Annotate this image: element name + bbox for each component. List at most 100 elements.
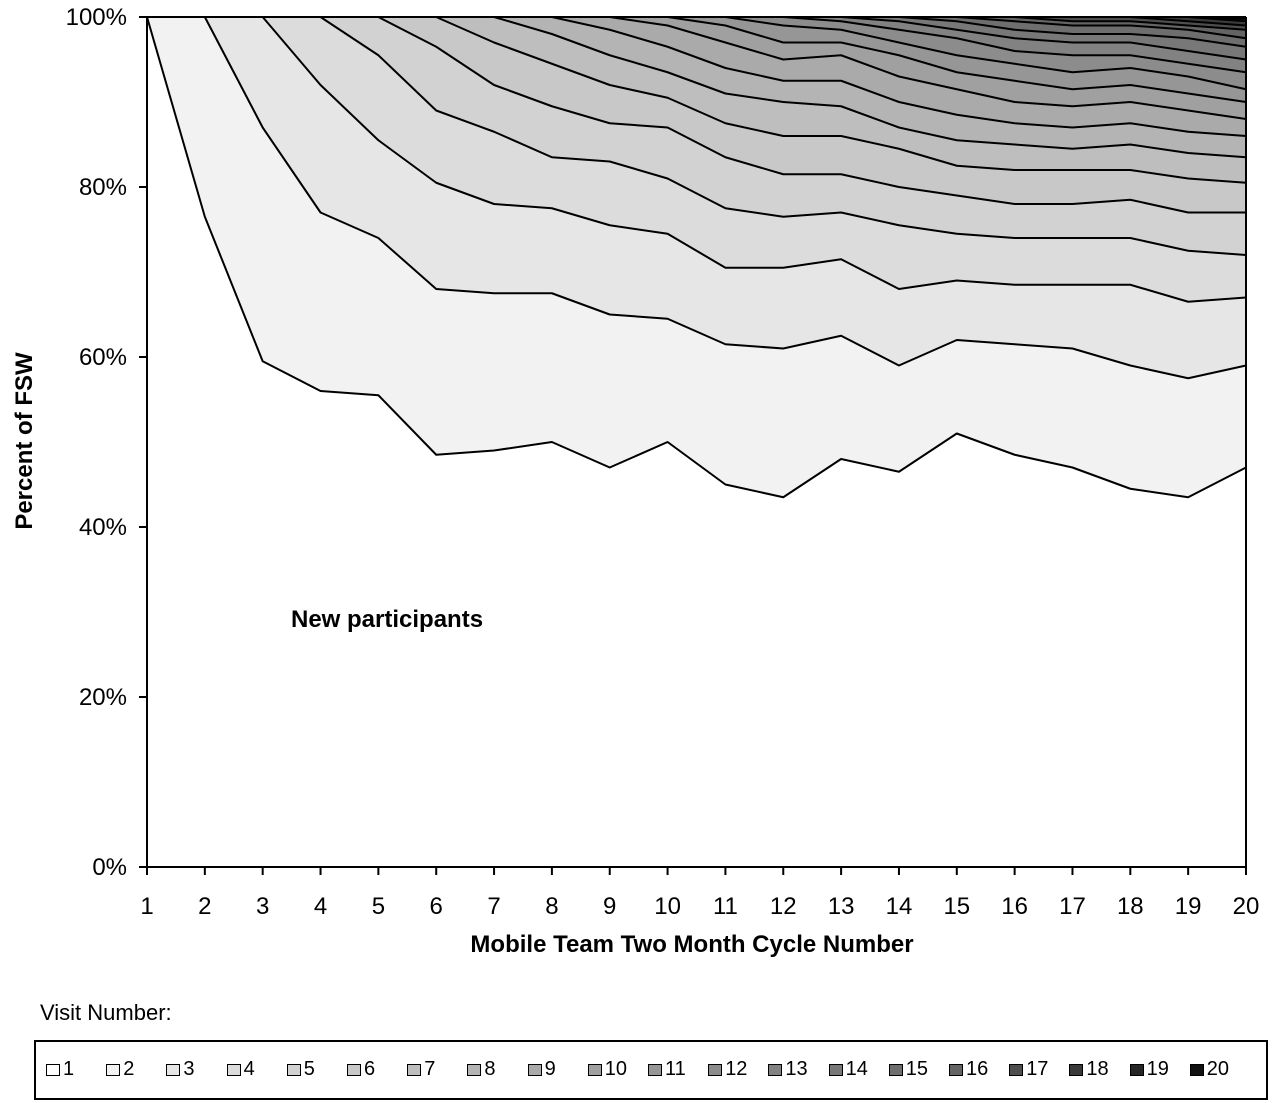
x-tick-label: 3 xyxy=(256,893,269,920)
legend-swatch xyxy=(226,1063,241,1076)
y-tick-label: 40% xyxy=(79,514,127,541)
legend-item-13: 13 xyxy=(768,1058,808,1081)
legend-swatch xyxy=(286,1063,301,1076)
legend-swatch xyxy=(467,1063,482,1076)
y-tick-label: 80% xyxy=(79,174,127,201)
x-axis-label: Mobile Team Two Month Cycle Number xyxy=(470,931,913,958)
area-visit-13 xyxy=(147,17,1246,73)
legend-item-4: 4 xyxy=(226,1058,255,1081)
x-tick-label: 8 xyxy=(545,893,558,920)
area-visit-5 xyxy=(147,17,1246,255)
legend-label: 14 xyxy=(845,1058,868,1080)
legend-label: 3 xyxy=(183,1058,195,1080)
legend-label: 2 xyxy=(123,1058,135,1080)
legend-swatch xyxy=(166,1063,181,1076)
axes: 0%20%40%60%80%100%1 2 3 4 5 6 7 8 9 10 11 12 13 14 15 1… xyxy=(66,4,1260,920)
legend-swatch xyxy=(828,1063,843,1076)
legend: 1 2 3 4 5 6 7 8 9 10 11 12 13 14 15 16 17 18 19 20 xyxy=(34,1040,1268,1100)
area-layers xyxy=(147,17,1246,867)
legend-label: 5 xyxy=(303,1058,315,1080)
legend-swatch xyxy=(768,1063,783,1076)
legend-item-5: 5 xyxy=(286,1058,315,1081)
legend-item-1: 1 xyxy=(46,1058,74,1081)
boundary-line-4 xyxy=(147,16,1247,256)
legend-label: 13 xyxy=(785,1058,808,1080)
legend-item-11: 11 xyxy=(648,1058,686,1081)
legend-label: 16 xyxy=(966,1058,989,1080)
new-participants-annotation: New participants xyxy=(291,606,483,633)
x-tick-label: 16 xyxy=(1001,893,1028,920)
legend-label: 17 xyxy=(1026,1058,1049,1080)
legend-swatch xyxy=(949,1063,963,1076)
legend-swatch xyxy=(347,1063,361,1076)
legend-item-8: 8 xyxy=(467,1058,496,1081)
area-visit-9 xyxy=(147,17,1246,136)
legend-item-9: 9 xyxy=(527,1058,556,1081)
legend-swatch xyxy=(46,1063,60,1076)
legend-item-19: 19 xyxy=(1129,1058,1169,1081)
legend-label: 7 xyxy=(424,1058,436,1080)
legend-label: 20 xyxy=(1206,1058,1230,1080)
legend-item-16: 16 xyxy=(949,1058,988,1081)
legend-swatch xyxy=(1189,1063,1204,1076)
legend-swatch xyxy=(708,1063,723,1076)
legend-item-12: 12 xyxy=(708,1058,747,1081)
legend-swatch xyxy=(106,1063,121,1076)
legend-item-10: 10 xyxy=(587,1058,628,1081)
legend-item-6: 6 xyxy=(347,1058,375,1081)
legend-item-15: 15 xyxy=(888,1058,929,1081)
legend-label: 8 xyxy=(484,1058,496,1080)
x-tick-label: 2 xyxy=(198,893,211,920)
area-visit-12 xyxy=(147,17,1246,90)
legend-item-20: 20 xyxy=(1189,1058,1230,1081)
x-tick-label: 17 xyxy=(1059,893,1086,920)
legend-item-7: 7 xyxy=(407,1058,435,1081)
y-tick-label: 100% xyxy=(66,4,127,31)
area-visit-6 xyxy=(147,17,1246,213)
area-visit-4 xyxy=(147,17,1246,302)
boundary-line-2 xyxy=(147,16,1247,380)
boundary-line-3 xyxy=(147,16,1247,303)
legend-swatch xyxy=(527,1063,542,1076)
area-visit-1 xyxy=(147,17,1246,867)
legend-swatch xyxy=(888,1063,903,1076)
legend-label: 19 xyxy=(1146,1058,1169,1080)
stacked-area-chart: 0%20%40%60%80%100%1 2 3 4 5 6 7 8 9 10 11 12 13 14 15 1… xyxy=(11,4,1260,958)
x-tick-label: 18 xyxy=(1117,893,1144,920)
x-tick-label: 6 xyxy=(430,893,443,920)
y-tick-label: 0% xyxy=(92,854,127,881)
legend-item-14: 14 xyxy=(828,1058,868,1081)
legend-label: 6 xyxy=(364,1058,376,1080)
legend-item-3: 3 xyxy=(166,1058,195,1081)
legend-swatch xyxy=(407,1063,422,1076)
y-tick-label: 60% xyxy=(79,344,127,371)
x-tick-label: 5 xyxy=(372,893,385,920)
legend-swatch xyxy=(1069,1063,1084,1076)
area-visit-14 xyxy=(147,17,1246,60)
x-tick-label: 19 xyxy=(1175,893,1202,920)
area-visit-2 xyxy=(147,17,1246,498)
x-tick-label: 10 xyxy=(654,893,681,920)
x-tick-label: 15 xyxy=(943,893,970,920)
x-tick-label: 7 xyxy=(487,893,500,920)
legend-swatch xyxy=(1009,1063,1024,1076)
legend-swatch xyxy=(1129,1063,1144,1076)
x-tick-label: 9 xyxy=(603,893,616,920)
legend-label: 10 xyxy=(604,1058,628,1080)
x-tick-label: 20 xyxy=(1233,893,1260,920)
legend-label: 15 xyxy=(905,1058,929,1080)
legend-label: 18 xyxy=(1086,1058,1109,1080)
legend-swatch xyxy=(587,1063,602,1076)
area-visit-8 xyxy=(147,17,1246,158)
legend-label: 1 xyxy=(63,1058,75,1080)
legend-item-17: 17 xyxy=(1009,1058,1048,1081)
legend-label: 12 xyxy=(725,1058,748,1080)
legend-title: Visit Number: xyxy=(40,1000,172,1025)
legend-label: 4 xyxy=(243,1058,255,1080)
area-visit-3 xyxy=(147,17,1246,379)
legend-label: 9 xyxy=(544,1058,556,1080)
x-tick-label: 14 xyxy=(886,893,913,920)
x-tick-label: 4 xyxy=(314,893,327,920)
legend-item-18: 18 xyxy=(1069,1058,1109,1081)
x-tick-label: 12 xyxy=(770,893,797,920)
